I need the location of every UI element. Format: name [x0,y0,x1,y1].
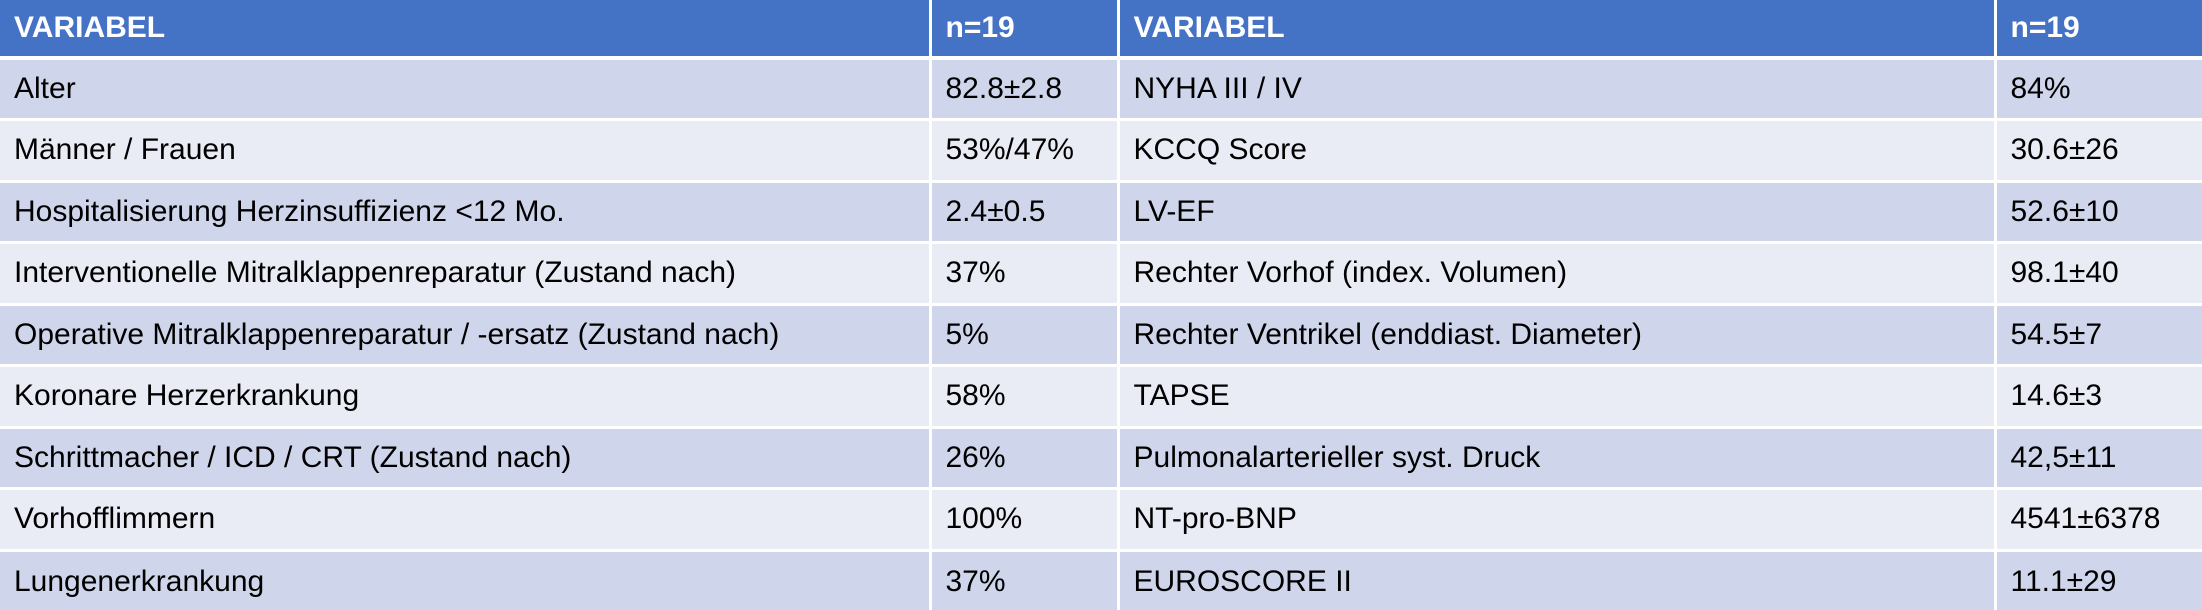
value-left: 37% [930,242,1120,306]
table-body: Alter 82.8±2.8 NYHA III / IV 84% Männer … [0,58,2202,610]
variable-right: EUROSCORE II [1118,550,1997,610]
value-left: 37% [930,550,1120,610]
variable-left: Hospitalisierung Herzinsuffizienz <12 Mo… [0,181,932,244]
value-left: 5% [930,304,1120,367]
variable-left: Koronare Herzerkrankung [0,365,932,429]
value-right: 14.6±3 [1995,365,2202,429]
value-left: 2.4±0.5 [930,181,1120,244]
value-left: 82.8±2.8 [930,58,1120,121]
value-right: 42,5±11 [1995,427,2202,490]
header-n-left: n=19 [930,0,1120,60]
value-right: 30.6±26 [1995,119,2202,183]
table-row: Koronare Herzerkrankung 58% TAPSE 14.6±3 [0,365,2202,429]
value-right: 54.5±7 [1995,304,2202,367]
header-n-right: n=19 [1995,0,2202,60]
table-row: Alter 82.8±2.8 NYHA III / IV 84% [0,58,2202,121]
variable-left: Männer / Frauen [0,119,932,183]
variable-right: KCCQ Score [1118,119,1997,183]
variable-right: NT-pro-BNP [1118,488,1997,552]
variable-right: LV-EF [1118,181,1997,244]
variable-right: Rechter Vorhof (index. Volumen) [1118,242,1997,306]
table-row: Operative Mitralklappenreparatur / -ersa… [0,304,2202,367]
header-row: VARIABEL n=19 VARIABEL n=19 [0,0,2202,60]
value-right: 4541±6378 [1995,488,2202,552]
table-row: Hospitalisierung Herzinsuffizienz <12 Mo… [0,181,2202,244]
variable-right: TAPSE [1118,365,1997,429]
value-left: 100% [930,488,1120,552]
table-row: Lungenerkrankung 37% EUROSCORE II 11.1±2… [0,550,2202,610]
header-variable-right: VARIABEL [1118,0,1997,60]
table-row: Männer / Frauen 53%/47% KCCQ Score 30.6±… [0,119,2202,183]
value-right: 98.1±40 [1995,242,2202,306]
value-left: 58% [930,365,1120,429]
value-left: 53%/47% [930,119,1120,183]
variable-left: Vorhofflimmern [0,488,932,552]
variable-right: NYHA III / IV [1118,58,1997,121]
value-right: 52.6±10 [1995,181,2202,244]
value-right: 11.1±29 [1995,550,2202,610]
table-row: Vorhofflimmern 100% NT-pro-BNP 4541±6378 [0,488,2202,552]
variable-left: Operative Mitralklappenreparatur / -ersa… [0,304,932,367]
variable-left: Lungenerkrankung [0,550,932,610]
table-row: Schrittmacher / ICD / CRT (Zustand nach)… [0,427,2202,490]
table-row: Interventionelle Mitralklappenreparatur … [0,242,2202,306]
value-right: 84% [1995,58,2202,121]
header-variable-left: VARIABEL [0,0,932,60]
variable-right: Pulmonalarterieller syst. Druck [1118,427,1997,490]
variable-left: Alter [0,58,932,121]
table-header: VARIABEL n=19 VARIABEL n=19 [0,0,2202,60]
value-left: 26% [930,427,1120,490]
variable-right: Rechter Ventrikel (enddiast. Diameter) [1118,304,1997,367]
variable-left: Schrittmacher / ICD / CRT (Zustand nach) [0,427,932,490]
variable-left: Interventionelle Mitralklappenreparatur … [0,242,932,306]
